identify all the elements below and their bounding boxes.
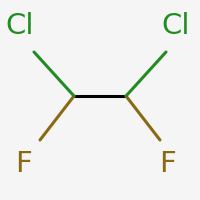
Text: F: F xyxy=(16,150,32,178)
Text: Cl: Cl xyxy=(6,12,34,40)
Text: F: F xyxy=(160,150,176,178)
Text: Cl: Cl xyxy=(162,12,190,40)
